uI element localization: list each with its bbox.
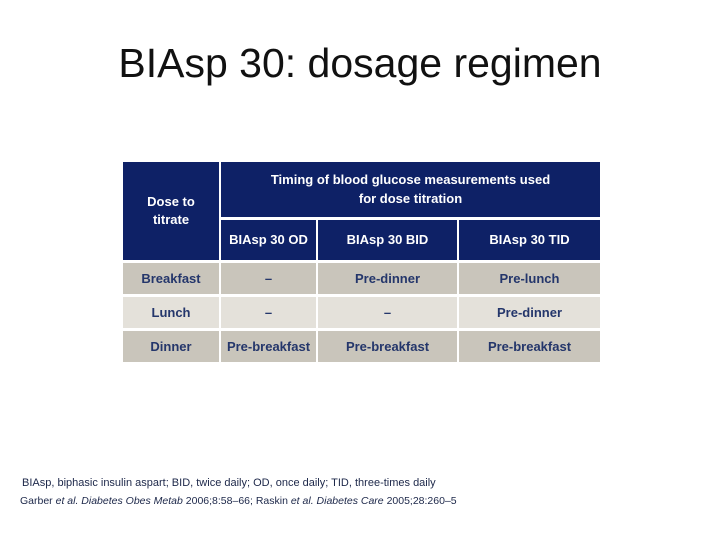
reference-segment: et al. Diabetes Care [290,495,387,507]
footnote-abbreviations: BIAsp, biphasic insulin aspart; BID, twi… [22,477,436,489]
row-label-breakfast: Breakfast [123,263,219,294]
table-corner-header: Dose to titrate [123,162,219,260]
table-cell: Pre-breakfast [459,331,600,362]
table-cell: Pre-breakfast [318,331,457,362]
table-cell: Pre-lunch [459,263,600,294]
row-label-dinner: Dinner [123,331,219,362]
table-cell: Pre-breakfast [221,331,316,362]
row-label-lunch: Lunch [123,297,219,328]
page-title: BIAsp 30: dosage regimen [118,40,602,86]
footnote-reference: Garber et al. Diabetes Obes Metab 2006;8… [20,495,457,507]
column-header-bid: BIAsp 30 BID [318,220,457,260]
corner-header-label: Dose to titrate [147,193,195,227]
table-cell: – [221,297,316,328]
reference-segment: 2005;28:260–5 [386,495,457,507]
reference-segment: Garber [20,495,56,507]
column-header-tid: BIAsp 30 TID [459,220,600,260]
dosage-table: Dose to titrate Timing of blood glucose … [123,162,600,362]
table-cell: – [318,297,457,328]
reference-segment: 2006;8:58–66; Raskin [185,495,291,507]
group-header-label: Timing of blood glucose measurements use… [270,172,551,206]
column-header-od: BIAsp 30 OD [221,220,316,260]
reference-segment: et al. Diabetes Obes Metab [55,495,186,507]
table-cell: Pre-dinner [459,297,600,328]
table-cell: Pre-dinner [318,263,457,294]
table-cell: – [221,263,316,294]
table-group-header: Timing of blood glucose measurements use… [221,162,600,217]
